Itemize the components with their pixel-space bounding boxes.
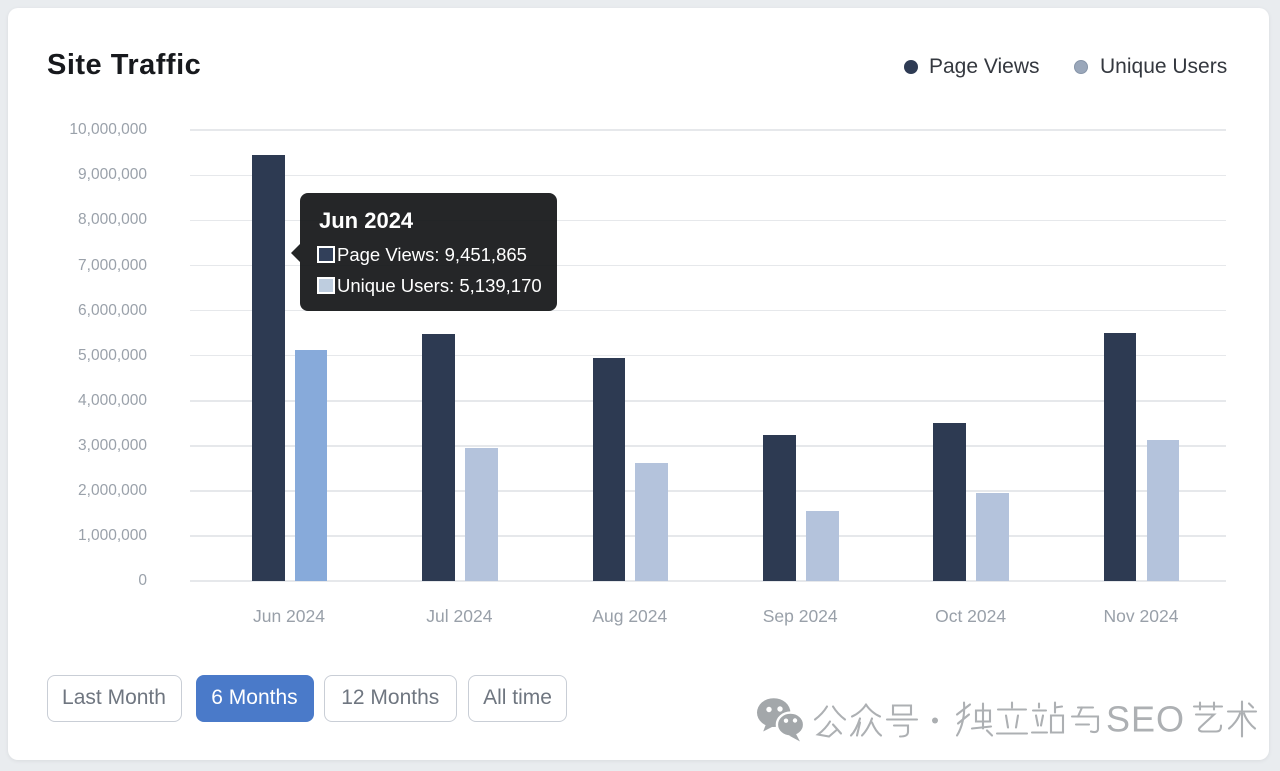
svg-text:SEO: SEO bbox=[1106, 699, 1185, 740]
